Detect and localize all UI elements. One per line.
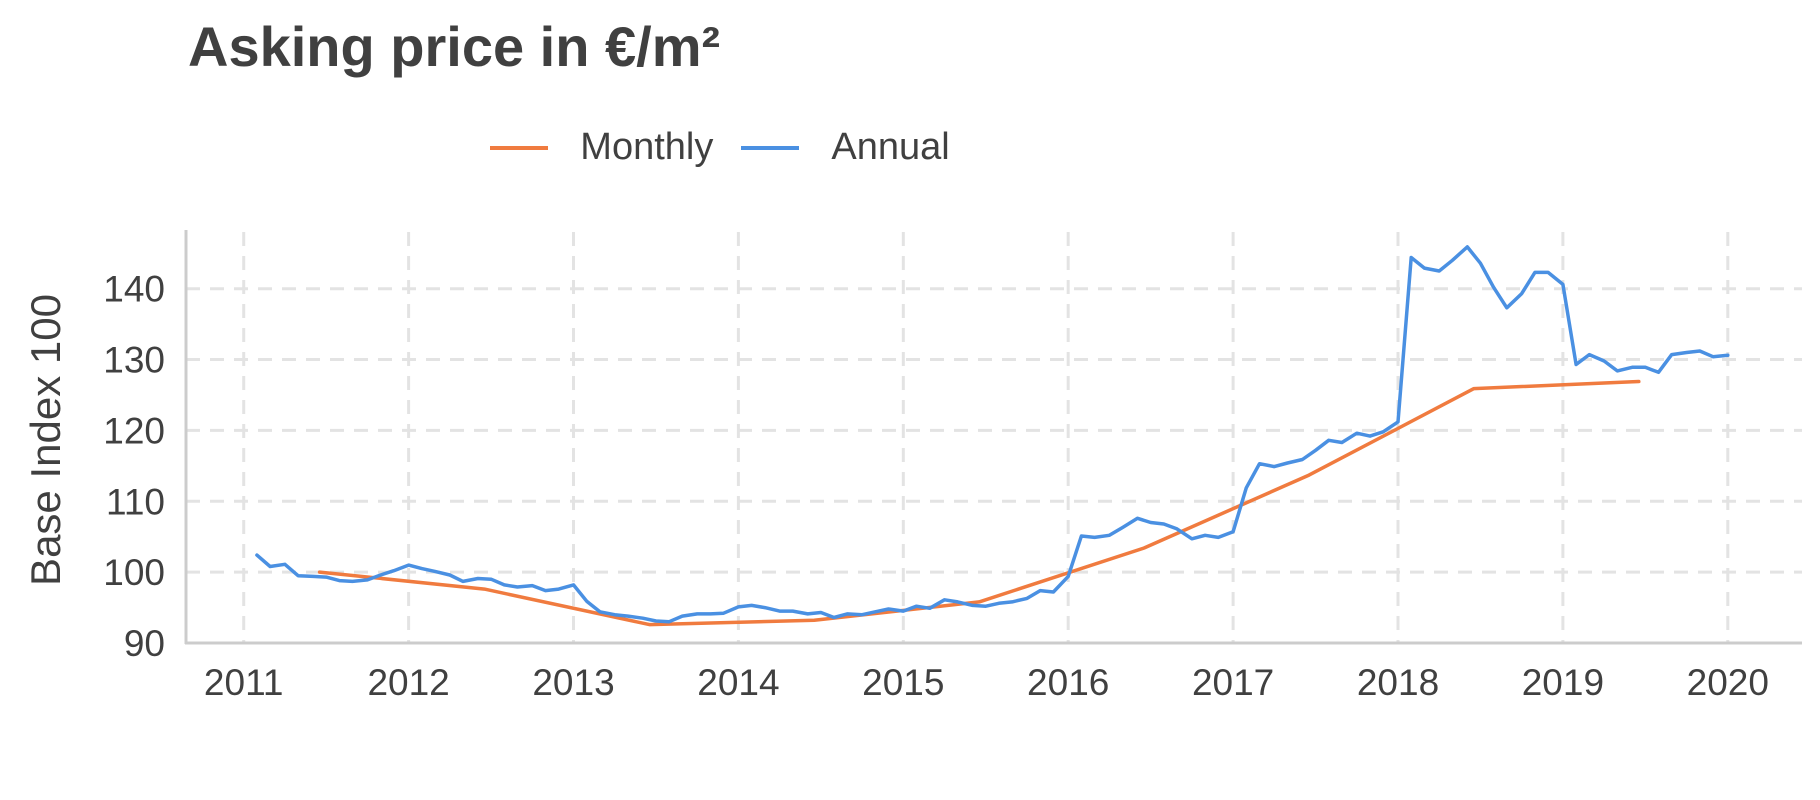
x-tick-label: 2020 bbox=[1687, 662, 1769, 703]
x-tick-label: 2018 bbox=[1357, 662, 1439, 703]
series-line-annual bbox=[255, 245, 1730, 624]
legend-swatch-monthly bbox=[490, 145, 549, 150]
chart-title: Asking price in €/m² bbox=[188, 15, 721, 78]
series-line-monthly bbox=[317, 379, 1641, 627]
y-tick-label: 130 bbox=[103, 340, 165, 381]
legend-label-annual: Annual bbox=[831, 126, 950, 168]
x-tick-label: 2012 bbox=[367, 662, 449, 703]
legend-label-monthly: Monthly bbox=[580, 126, 714, 168]
y-tick-label: 110 bbox=[106, 481, 165, 522]
x-tick-label: 2016 bbox=[1027, 662, 1109, 703]
x-tick-label: 2015 bbox=[862, 662, 944, 703]
grid-layer bbox=[186, 232, 1802, 643]
x-tick-label: 2014 bbox=[697, 662, 779, 703]
label-layer: 90 100 110 120 130 140 2011 2012 2013 2014 2015 201… bbox=[22, 269, 1769, 703]
x-tick-label: 2013 bbox=[532, 662, 614, 703]
x-tick-label: 2017 bbox=[1192, 662, 1274, 703]
series-layer bbox=[255, 245, 1730, 627]
legend-swatch-annual bbox=[741, 145, 800, 150]
legend-item-monthly[interactable]: Monthly bbox=[490, 126, 713, 169]
y-tick-label: 120 bbox=[103, 410, 165, 451]
axes-layer bbox=[184, 230, 1802, 645]
legend-item-annual[interactable]: Annual bbox=[741, 126, 950, 169]
y-tick-label: 100 bbox=[103, 552, 165, 593]
x-tick-label: 2019 bbox=[1522, 662, 1604, 703]
x-tick-label: 2011 bbox=[204, 662, 284, 703]
y-tick-label: 90 bbox=[124, 623, 165, 664]
legend: Monthly Annual bbox=[0, 126, 1440, 169]
y-tick-label: 140 bbox=[103, 269, 165, 310]
y-axis-title: Base Index 100 bbox=[22, 294, 69, 586]
